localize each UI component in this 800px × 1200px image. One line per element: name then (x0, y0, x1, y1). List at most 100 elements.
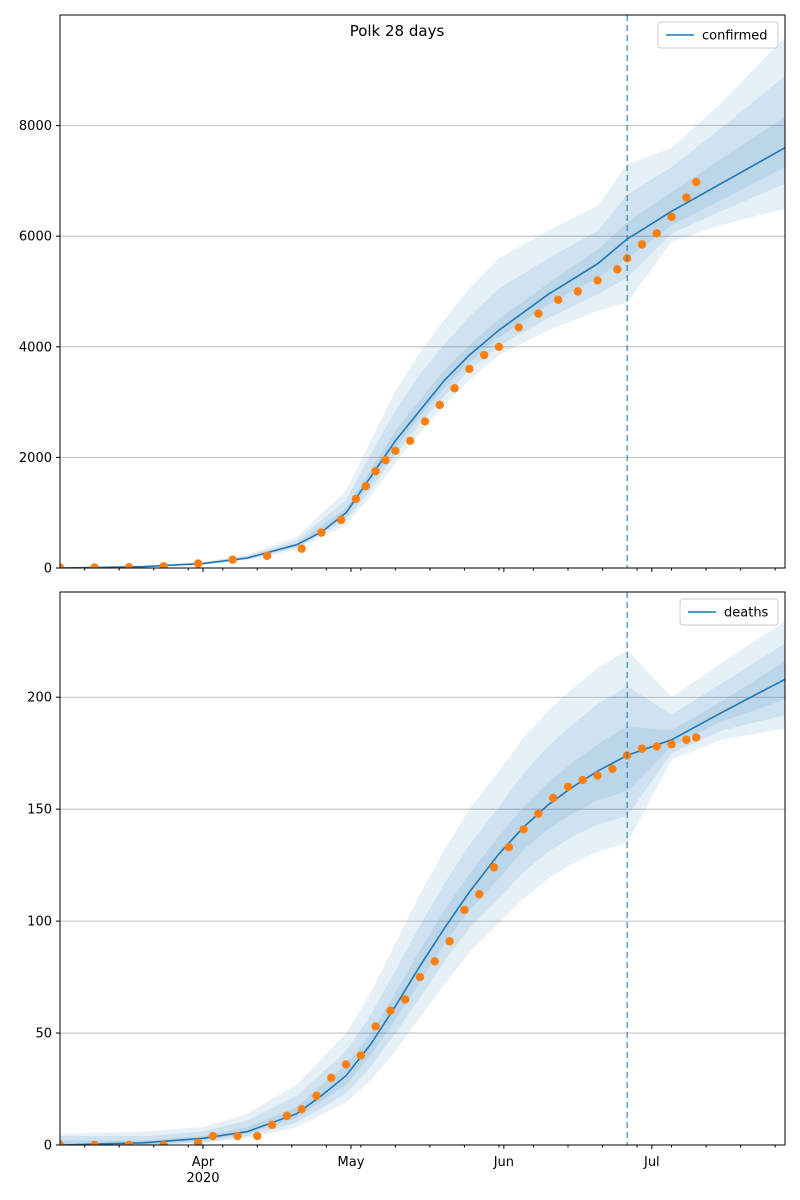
uncertainty-band-3 (60, 661, 785, 1145)
observed-point (60, 563, 65, 568)
y-tick-label: 6000 (19, 230, 52, 245)
observed-point (578, 775, 587, 785)
observed-point (60, 1140, 65, 1145)
legend-label: deaths (724, 606, 769, 621)
observed-point (430, 957, 440, 966)
observed-point (475, 890, 484, 899)
observed-point (312, 1091, 321, 1100)
legend-box (657, 21, 779, 49)
observed-point (489, 863, 499, 872)
x-tick-label: May (338, 1155, 365, 1170)
observed-point (652, 742, 661, 751)
observed-point (450, 384, 459, 393)
observed-point (371, 467, 380, 476)
observed-point (317, 528, 326, 537)
observed-point (361, 481, 370, 491)
x-tick-label: Jun (493, 1155, 514, 1170)
observed-point (682, 193, 691, 202)
observed-point (637, 744, 647, 753)
legend: deaths (679, 598, 779, 626)
observed-point (262, 551, 272, 561)
observed-point (667, 212, 676, 222)
observed-point (208, 1131, 218, 1141)
observed-point (608, 764, 617, 774)
observed-point (667, 740, 676, 749)
observed-point (593, 276, 602, 285)
observed-point (267, 1120, 277, 1130)
observed-point (652, 229, 661, 238)
observed-point (435, 400, 444, 410)
observed-point (228, 555, 237, 564)
observed-point (371, 1022, 380, 1031)
observed-point (297, 1104, 306, 1114)
observed-point (682, 735, 691, 744)
observed-point (514, 323, 523, 332)
y-tick-label: 4000 (19, 340, 52, 355)
observed-point (297, 544, 306, 553)
observed-point (519, 825, 528, 834)
y-tick-label: 0 (44, 1139, 52, 1154)
observed-point (692, 733, 701, 742)
observed-point (692, 177, 701, 187)
deaths-model-line (60, 678, 785, 1145)
observed-point (233, 1131, 242, 1141)
y-tick-label: 200 (27, 691, 52, 706)
observed-point (124, 1140, 134, 1145)
uncertainty-band-1 (60, 621, 785, 1145)
observed-point (356, 1051, 366, 1060)
legend-label: confirmed (702, 29, 768, 44)
observed-point (553, 295, 563, 304)
axes-frame (59, 591, 786, 1146)
observed-point (391, 446, 400, 455)
y-tick-label: 0 (44, 562, 52, 577)
observed-point (465, 364, 474, 374)
observed-point (573, 287, 583, 296)
observed-point (593, 771, 602, 780)
y-tick-label: 8000 (19, 119, 52, 134)
axes-frame (59, 14, 786, 569)
observed-point (405, 436, 415, 446)
x-year-label: 2020 (186, 1171, 219, 1186)
observed-point (460, 905, 469, 915)
observed-point (193, 559, 203, 568)
observed-point (282, 1111, 292, 1121)
y-tick-label: 150 (27, 803, 52, 818)
x-tick-label: Jul (643, 1155, 660, 1170)
deaths-panel: 0 50 100 150 200 Apr May Jun Jul 2020 deaths (27, 591, 786, 1186)
observed-point (563, 782, 573, 791)
uncertainty-band-2 (60, 643, 785, 1145)
observed-point (90, 563, 99, 568)
observed-point (534, 309, 543, 318)
y-tick-label: 50 (35, 1027, 52, 1042)
observed-point (534, 809, 543, 818)
observed-point (327, 1073, 336, 1083)
observed-point (401, 995, 410, 1004)
y-tick-label: 100 (27, 915, 52, 930)
legend: confirmed (657, 21, 779, 49)
x-tick-label: Apr (192, 1155, 215, 1170)
observed-point (124, 562, 134, 568)
chart-title: Polk 28 days (350, 22, 445, 40)
observed-point (613, 265, 622, 274)
observed-point (445, 937, 454, 946)
observed-point (386, 1006, 395, 1015)
observed-point (504, 843, 514, 852)
observed-point (336, 515, 346, 525)
observed-point (494, 342, 504, 351)
observed-point (381, 455, 390, 465)
observed-point (90, 1140, 99, 1145)
legend-box (679, 598, 779, 626)
confirmed-panel: 0 2000 4000 6000 8000 confirmed (19, 14, 786, 577)
observed-point (351, 494, 361, 504)
observed-point (341, 1060, 351, 1069)
observed-point (420, 417, 430, 426)
observed-point (548, 793, 558, 803)
observed-point (415, 972, 425, 982)
observed-point (159, 562, 168, 568)
observed-point (193, 1138, 203, 1145)
observed-point (253, 1131, 262, 1141)
observed-point (479, 350, 489, 360)
y-tick-label: 2000 (19, 451, 52, 466)
observed-point (159, 1140, 168, 1145)
